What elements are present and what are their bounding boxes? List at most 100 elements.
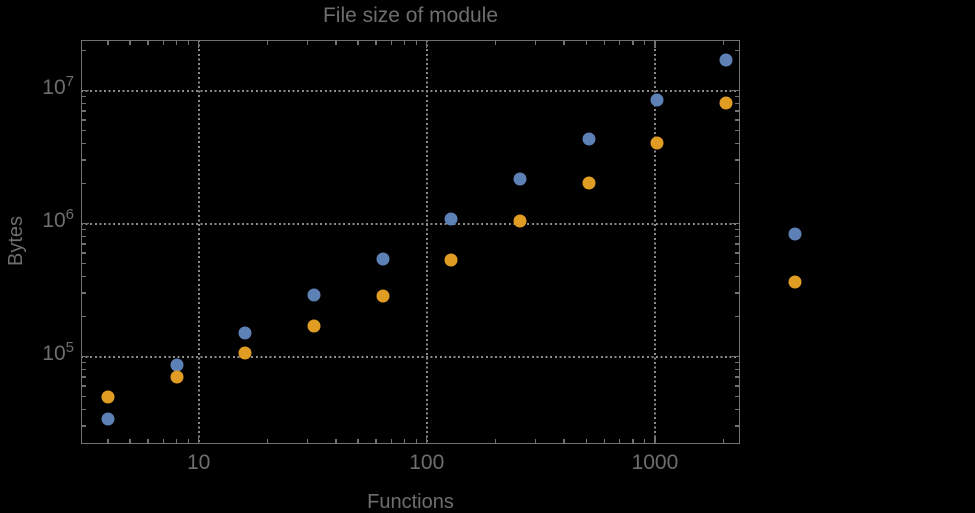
y-tick xyxy=(732,89,739,92)
x-tick xyxy=(722,439,725,443)
data-point-series-2-orange-x4096 xyxy=(788,275,802,289)
y-tick xyxy=(735,315,739,318)
x-tick xyxy=(375,41,377,45)
x-tick xyxy=(107,439,109,443)
y-tick xyxy=(735,262,739,265)
y-tick xyxy=(735,243,739,245)
data-point-series-1-blue-x4096 xyxy=(788,227,802,241)
y-axis-label: Bytes xyxy=(5,215,27,267)
y-tick xyxy=(82,95,86,98)
x-tick xyxy=(618,41,621,45)
y-tick xyxy=(82,228,86,231)
y-tick xyxy=(82,89,89,92)
y-tick xyxy=(82,292,86,294)
data-point-series-1-blue-x8 xyxy=(170,358,184,372)
data-point-series-2-orange-x32 xyxy=(307,319,321,333)
data-point-series-2-orange-x8 xyxy=(170,370,184,384)
data-point-series-1-blue-x128 xyxy=(444,212,458,226)
y-tick xyxy=(82,129,86,132)
y-tick xyxy=(735,49,739,52)
data-point-series-2-orange-x128 xyxy=(444,253,458,267)
y-tick xyxy=(82,142,86,145)
x-tick-label-100: 100 xyxy=(409,451,445,474)
y-tick xyxy=(735,228,739,231)
x-tick xyxy=(603,41,605,45)
x-tick xyxy=(357,439,359,443)
y-tick xyxy=(82,368,86,371)
x-tick-label-10: 10 xyxy=(186,451,211,474)
y-tick xyxy=(82,262,86,265)
y-tick xyxy=(735,142,739,145)
y-tick xyxy=(82,315,86,318)
data-point-series-1-blue-x32 xyxy=(307,288,321,302)
gridline-x-1000 xyxy=(653,40,656,444)
x-tick xyxy=(643,41,646,45)
x-tick xyxy=(585,41,587,45)
x-tick xyxy=(403,41,406,45)
x-tick xyxy=(375,439,377,443)
gridline-y-1e5 xyxy=(81,355,740,358)
x-tick xyxy=(107,41,109,45)
y-tick xyxy=(82,275,86,278)
y-tick xyxy=(735,368,739,371)
x-tick xyxy=(585,439,587,443)
y-tick xyxy=(82,252,86,254)
y-tick xyxy=(735,376,739,378)
x-tick xyxy=(175,41,178,45)
x-tick xyxy=(162,439,164,443)
y-tick xyxy=(732,222,739,225)
x-tick xyxy=(618,439,621,443)
x-tick xyxy=(147,439,149,443)
x-tick xyxy=(390,439,393,443)
plot-title: File size of module xyxy=(322,4,499,27)
x-tick xyxy=(632,439,634,443)
y-tick xyxy=(82,49,86,52)
y-tick xyxy=(735,408,739,411)
plot-frame xyxy=(81,40,740,444)
data-point-series-2-orange-x1024 xyxy=(650,136,664,150)
data-point-series-1-blue-x2048 xyxy=(719,53,733,67)
y-tick xyxy=(82,395,86,398)
x-tick xyxy=(187,439,189,443)
x-tick xyxy=(266,41,269,45)
y-tick xyxy=(82,119,86,121)
x-tick xyxy=(147,41,149,45)
x-tick xyxy=(335,439,337,443)
x-tick xyxy=(197,436,200,443)
y-tick xyxy=(735,235,739,238)
y-tick xyxy=(735,395,739,398)
x-tick xyxy=(494,439,497,443)
data-point-series-1-blue-x16 xyxy=(238,326,252,340)
x-tick xyxy=(632,41,634,45)
x-tick xyxy=(162,41,164,45)
x-tick xyxy=(722,41,725,45)
x-tick xyxy=(415,41,418,45)
y-tick xyxy=(735,252,739,254)
y-tick-label-1e7: 107 xyxy=(42,72,74,99)
data-point-series-1-blue-x256 xyxy=(513,172,527,186)
y-tick-label-1e6: 106 xyxy=(42,205,74,232)
x-tick xyxy=(654,41,656,48)
x-axis-label: Functions xyxy=(367,491,454,513)
y-tick xyxy=(82,102,86,105)
y-tick xyxy=(82,376,86,378)
data-point-series-2-orange-x512 xyxy=(582,176,596,190)
x-tick xyxy=(335,41,337,45)
x-tick xyxy=(390,41,393,45)
data-point-series-2-orange-x4 xyxy=(101,390,115,404)
gridline-x-10 xyxy=(197,40,200,444)
y-tick xyxy=(735,385,739,387)
y-tick xyxy=(82,222,89,225)
y-tick xyxy=(735,292,739,294)
x-tick xyxy=(603,439,605,443)
y-tick xyxy=(82,355,89,358)
data-point-series-1-blue-x4 xyxy=(101,412,115,426)
x-tick xyxy=(403,439,406,443)
data-point-series-1-blue-x64 xyxy=(376,252,390,266)
y-tick xyxy=(735,361,739,364)
data-point-series-1-blue-x512 xyxy=(582,132,596,145)
x-tick xyxy=(175,439,178,443)
x-tick xyxy=(643,439,646,443)
y-tick xyxy=(735,102,739,105)
